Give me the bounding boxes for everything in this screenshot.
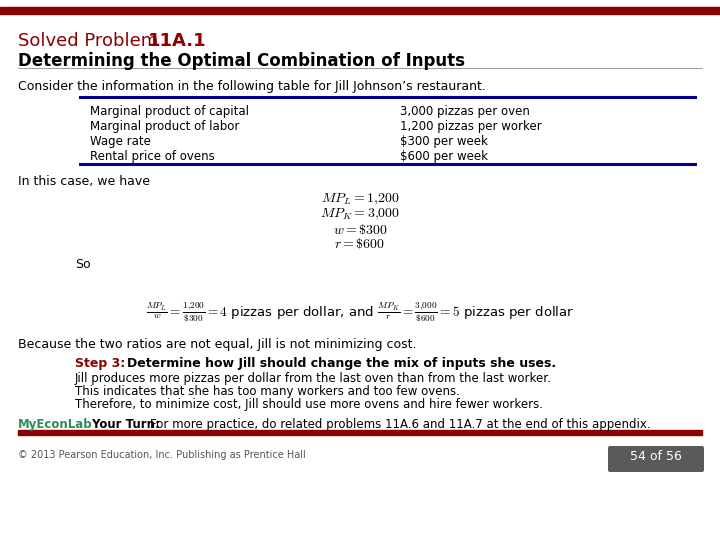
- Text: $600 per week: $600 per week: [400, 150, 488, 163]
- Text: For more practice, do related problems 11A.6 and 11A.7 at the end of this append: For more practice, do related problems 1…: [150, 418, 651, 431]
- Text: 3,000 pizzas per oven: 3,000 pizzas per oven: [400, 105, 530, 118]
- Text: © 2013 Pearson Education, Inc. Publishing as Prentice Hall: © 2013 Pearson Education, Inc. Publishin…: [18, 450, 306, 460]
- Bar: [18, 430, 702, 435]
- Text: Jill produces more pizzas per dollar from the last oven than from the last worke: Jill produces more pizzas per dollar fro…: [75, 372, 552, 385]
- Text: So: So: [75, 258, 91, 271]
- Text: $\frac{MP_L}{w} = \frac{1{,}200}{\$300} = 4$ pizzas per dollar, and $\frac{MP_K}: $\frac{MP_L}{w} = \frac{1{,}200}{\$300} …: [146, 300, 574, 324]
- Text: 1,200 pizzas per worker: 1,200 pizzas per worker: [400, 120, 541, 133]
- Text: $r = \$600$: $r = \$600$: [335, 237, 385, 251]
- Text: $300 per week: $300 per week: [400, 135, 488, 148]
- Text: Step 3:: Step 3:: [75, 357, 134, 370]
- Text: Your Turn:: Your Turn:: [88, 418, 164, 431]
- Text: $w = \$300$: $w = \$300$: [333, 222, 387, 236]
- Text: Determine how Jill should change the mix of inputs she uses.: Determine how Jill should change the mix…: [127, 357, 556, 370]
- Text: 54 of 56: 54 of 56: [630, 450, 682, 463]
- Text: Marginal product of capital: Marginal product of capital: [90, 105, 249, 118]
- Text: Rental price of ovens: Rental price of ovens: [90, 150, 215, 163]
- Text: $MP_K = 3{,}000$: $MP_K = 3{,}000$: [320, 207, 400, 222]
- Text: This indicates that she has too many workers and too few ovens.: This indicates that she has too many wor…: [75, 385, 460, 398]
- Bar: [0, 7, 720, 14]
- Text: Marginal product of labor: Marginal product of labor: [90, 120, 239, 133]
- FancyBboxPatch shape: [608, 446, 704, 472]
- Text: $MP_L = 1{,}200$: $MP_L = 1{,}200$: [320, 192, 400, 207]
- Text: Therefore, to minimize cost, Jill should use more ovens and hire fewer workers.: Therefore, to minimize cost, Jill should…: [75, 398, 543, 411]
- Text: Wage rate: Wage rate: [90, 135, 151, 148]
- Text: MyEconLab: MyEconLab: [18, 418, 93, 431]
- Text: 11A.1: 11A.1: [148, 32, 207, 50]
- Text: Determining the Optimal Combination of Inputs: Determining the Optimal Combination of I…: [18, 52, 465, 70]
- Text: In this case, we have: In this case, we have: [18, 175, 150, 188]
- Text: Because the two ratios are not equal, Jill is not minimizing cost.: Because the two ratios are not equal, Ji…: [18, 338, 416, 351]
- Text: Consider the information in the following table for Jill Johnson’s restaurant.: Consider the information in the followin…: [18, 80, 486, 93]
- Text: Solved Problem: Solved Problem: [18, 32, 170, 50]
